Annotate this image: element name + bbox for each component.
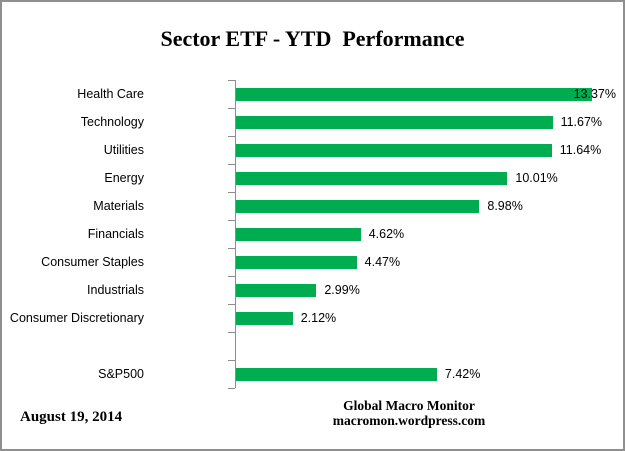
axis-tick <box>228 80 235 81</box>
category-label: Consumer Staples <box>41 255 144 269</box>
category-axis-line <box>235 80 236 388</box>
plot-area: Health Care 13.37% Technology 11.67% Utiliti… <box>2 80 623 389</box>
bar-track: 2.12% <box>235 304 616 332</box>
value-label: 11.64% <box>559 143 602 157</box>
bar-row: Consumer Discretionary 2.12% <box>2 304 623 332</box>
bar <box>235 87 592 101</box>
bar-row: Health Care 13.37% <box>2 80 623 108</box>
value-label: 4.47% <box>364 255 401 269</box>
bar <box>235 115 553 129</box>
bar-row: Industrials 2.99% <box>2 276 623 304</box>
value-label: 10.01% <box>515 171 558 185</box>
bar-row: Financials 4.62% <box>2 220 623 248</box>
category-label: Materials <box>93 199 144 213</box>
axis-tick <box>228 108 235 109</box>
category-label: Industrials <box>87 283 144 297</box>
axis-tick <box>228 164 235 165</box>
chart-title: Sector ETF - YTD Performance <box>160 26 465 51</box>
bar-track: 11.67% <box>235 108 616 136</box>
bar-track: 13.37% <box>235 80 616 108</box>
category-label: Energy <box>104 171 144 185</box>
value-label: 11.67% <box>560 115 603 129</box>
value-label: 4.62% <box>368 227 405 241</box>
axis-tick <box>228 304 235 305</box>
bar-track: 7.42% <box>235 360 616 388</box>
category-label: S&P500 <box>98 367 144 381</box>
bar-track: 2.99% <box>235 276 616 304</box>
value-label: 2.99% <box>324 283 360 297</box>
bar-track: 4.62% <box>235 220 616 248</box>
value-label: 7.42% <box>444 367 481 381</box>
bar <box>235 255 357 269</box>
axis-tick <box>228 136 235 137</box>
bar-row: Consumer Staples 4.47% <box>2 248 623 276</box>
bar-row: Energy 10.01% <box>2 164 623 192</box>
value-label: 2.12% <box>300 311 337 325</box>
bar <box>235 367 437 381</box>
value-label: 8.98% <box>487 199 523 213</box>
bar-row: S&P500 7.42% <box>2 360 623 388</box>
category-label: Health Care <box>77 87 144 101</box>
bar <box>235 143 552 157</box>
axis-tick <box>228 192 235 193</box>
value-label: 13.37% <box>573 87 616 101</box>
bar-track <box>235 332 616 360</box>
axis-tick <box>228 276 235 277</box>
bar-row: Materials 8.98% <box>2 192 623 220</box>
bar-row: Technology 11.67% <box>2 108 623 136</box>
axis-tick <box>228 388 235 389</box>
axis-tick <box>228 332 235 333</box>
category-label: Utilities <box>103 143 144 157</box>
bar <box>235 199 480 213</box>
category-label: Consumer Discretionary <box>9 311 144 325</box>
bar <box>235 311 293 325</box>
bar <box>235 283 317 297</box>
credit-url: macromon.wordpress.com <box>332 413 486 428</box>
bar <box>235 227 361 241</box>
bar-track: 8.98% <box>235 192 616 220</box>
bar-track: 4.47% <box>235 248 616 276</box>
axis-tick <box>228 220 235 221</box>
footer-date: August 19, 2014 <box>20 409 123 425</box>
spacer-row <box>2 332 623 360</box>
bar-rows: Health Care 13.37% Technology 11.67% Utiliti… <box>2 80 623 388</box>
bar-track: 11.64% <box>235 136 616 164</box>
category-label: Financials <box>87 227 144 241</box>
bar <box>235 171 508 185</box>
axis-tick <box>228 360 235 361</box>
bar-row: Utilities 11.64% <box>2 136 623 164</box>
axis-tick <box>228 248 235 249</box>
bar-track: 10.01% <box>235 164 616 192</box>
footer-credit: Global Macro Monitor macromon.wordpress.… <box>329 398 489 428</box>
credit-source: Global Macro Monitor <box>343 398 475 413</box>
category-label: Technology <box>80 115 144 129</box>
